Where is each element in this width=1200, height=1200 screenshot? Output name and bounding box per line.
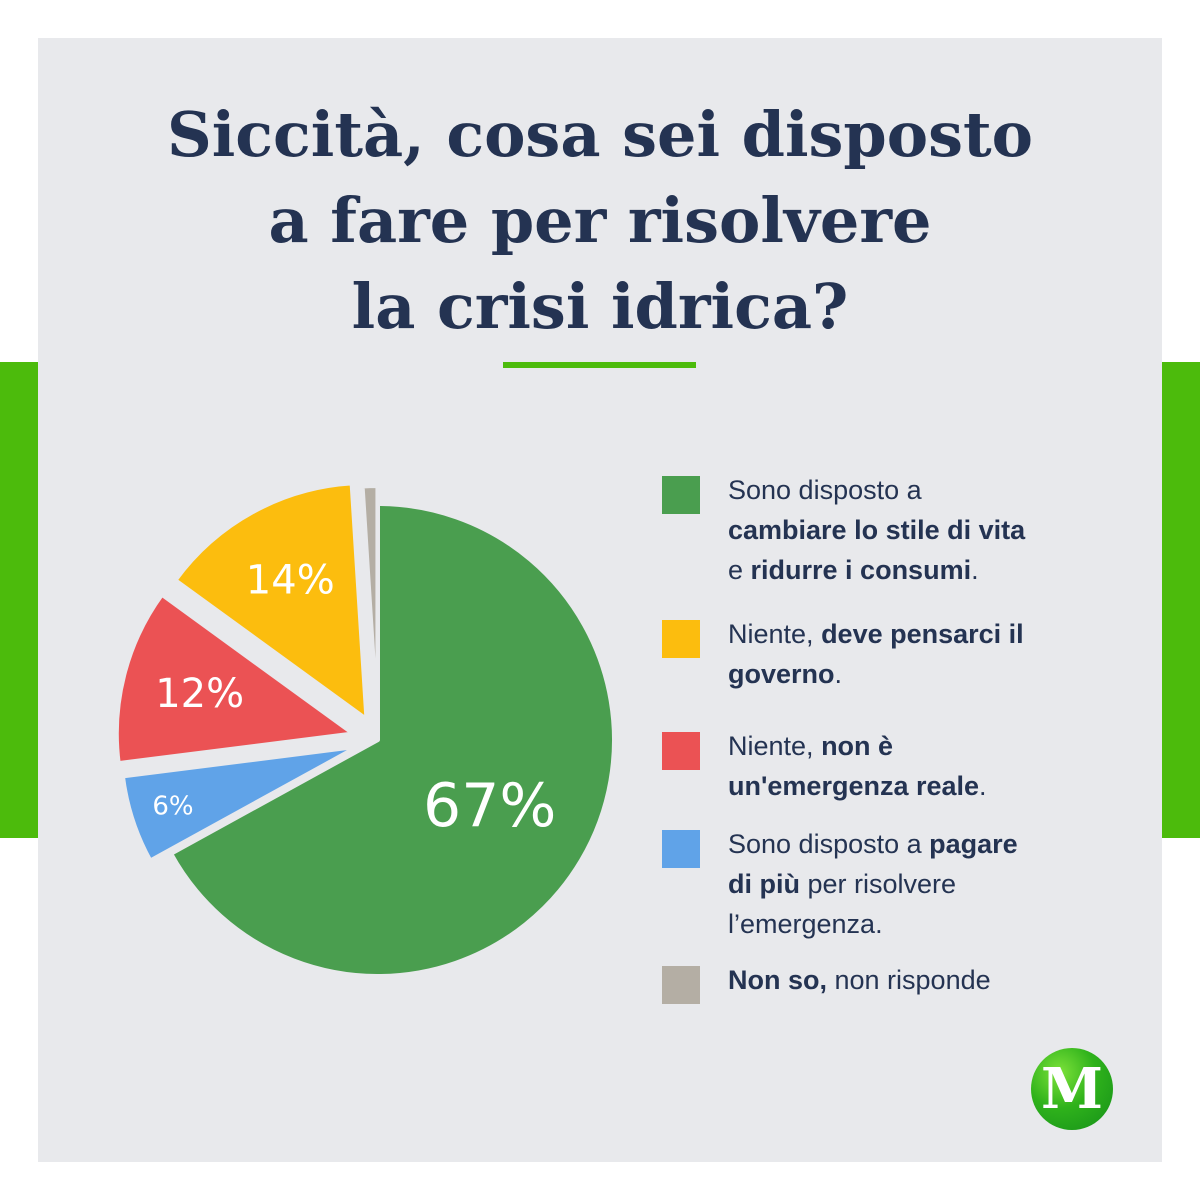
title-line-3: la crisi idrica? [351,270,849,343]
legend-label: Niente, deve pensarci il governo. [728,619,1024,689]
pie-label-0: 67% [423,771,556,841]
pie-slice-3 [173,481,369,721]
right-accent-bar [1160,362,1200,838]
brand-logo: M [1031,1048,1113,1130]
title-divider [503,362,696,368]
pie-label-3: 14% [246,557,335,603]
pie-slice-4 [360,484,380,725]
legend-label: Niente, non è un'emergenza reale. [728,731,987,801]
legend-swatch [662,830,700,868]
chart-title: Siccità, cosa sei disposto a fare per ri… [0,92,1200,350]
pie-label-2: 12% [155,671,244,717]
legend-swatch [662,966,700,1004]
legend-swatch [662,732,700,770]
legend-swatch [662,620,700,658]
legend-swatch [662,476,700,514]
logo-letter: M [1041,1056,1103,1122]
legend-label: Non so, non risponde [728,965,991,995]
title-line-1: Siccità, cosa sei disposto [166,98,1034,171]
legend-label: Sono disposto a cambiare lo stile di vita… [728,475,1026,585]
pie-slice-2 [114,592,355,766]
left-accent-bar [0,362,40,838]
title-line-2: a fare per risolvere [268,184,932,257]
pie-label-1: 6% [152,792,193,822]
pie-slice-1 [120,744,360,863]
legend-label: Sono disposto a pagare di più per risolve… [728,829,1018,939]
pie-slice-0 [169,502,616,978]
